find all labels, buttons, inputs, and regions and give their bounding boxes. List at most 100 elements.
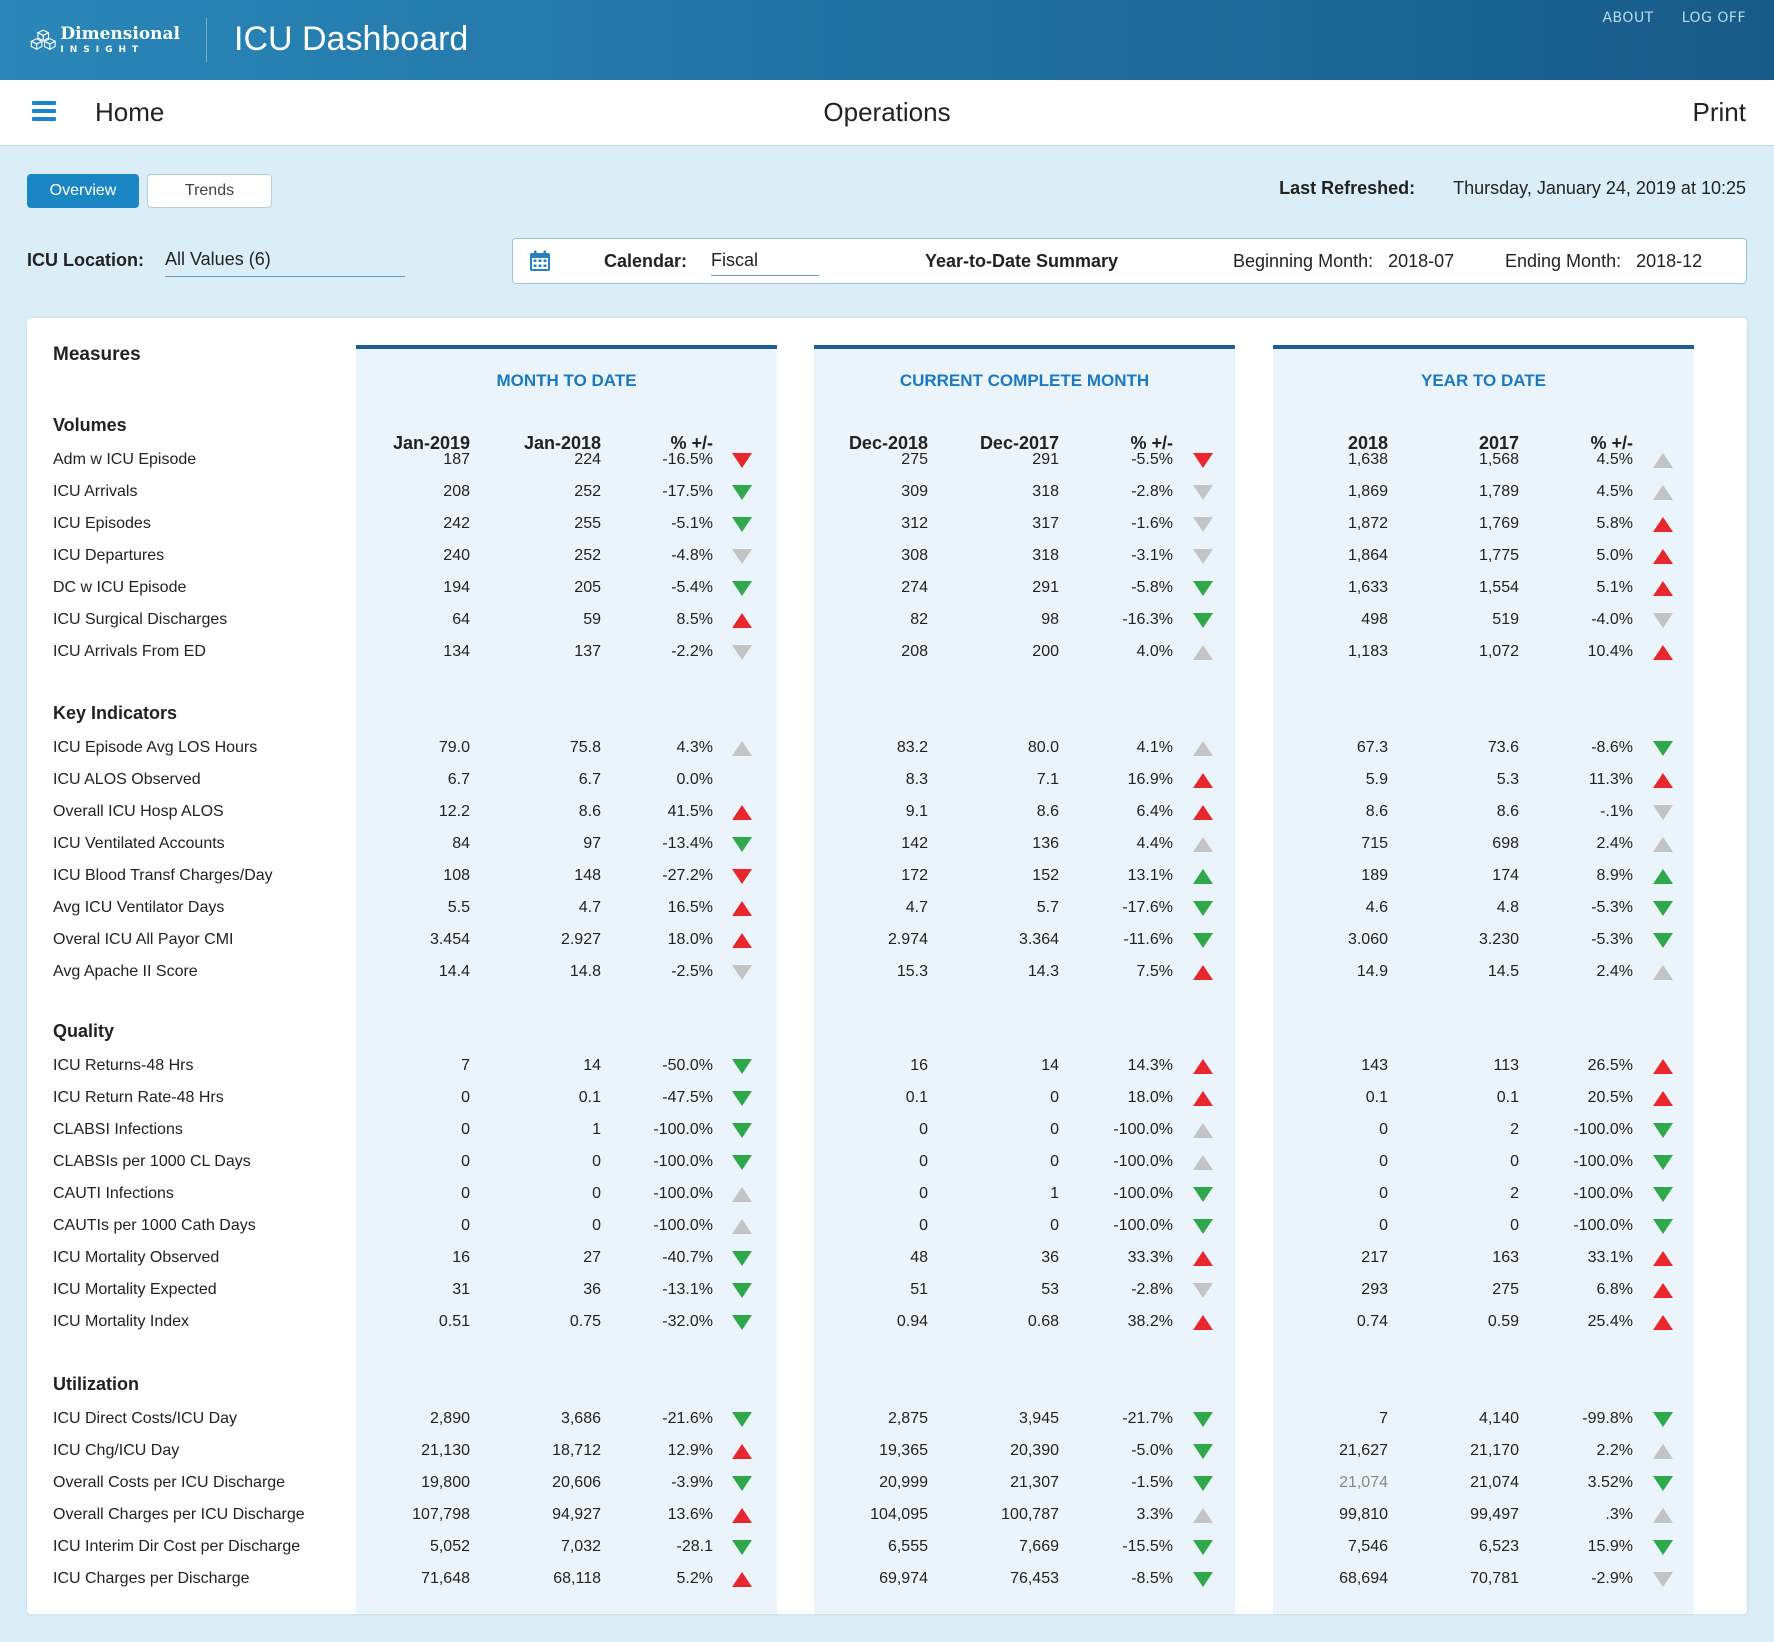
value-cell: 75.8: [569, 739, 601, 756]
measure-label[interactable]: ICU Arrivals: [53, 483, 138, 500]
value-cell: 84: [452, 835, 470, 852]
logoff-link[interactable]: LOG OFF: [1681, 10, 1746, 26]
value-cell: 1,638: [1347, 451, 1388, 468]
triangle-down-icon: [732, 1283, 752, 1298]
measure-label[interactable]: Adm w ICU Episode: [53, 451, 197, 468]
measure-label[interactable]: Avg ICU Ventilator Days: [53, 899, 225, 916]
menu-icon[interactable]: [32, 101, 56, 121]
measure-label[interactable]: Overal ICU All Payor CMI: [53, 931, 234, 948]
measure-label[interactable]: ICU Returns-48 Hrs: [53, 1057, 194, 1074]
triangle-up-icon: [1193, 837, 1213, 852]
triangle-down-icon: [1193, 1444, 1213, 1459]
print-button[interactable]: Print: [1692, 97, 1746, 127]
value-cell: 0: [919, 1153, 928, 1170]
percent-change-cell: 3.3%: [1136, 1506, 1173, 1523]
measure-label[interactable]: CAUTI Infections: [53, 1185, 174, 1202]
triangle-down-icon: [1193, 1187, 1213, 1202]
value-cell: 0.1: [905, 1089, 928, 1106]
measure-label[interactable]: ICU Mortality Observed: [53, 1249, 220, 1266]
triangle-up-icon: [1193, 1091, 1213, 1106]
tab-trends[interactable]: Trends: [147, 174, 272, 208]
percent-change-cell: 16.9%: [1127, 771, 1173, 788]
value-cell: 3.230: [1478, 931, 1519, 948]
percent-change-cell: -100.0%: [1113, 1217, 1173, 1234]
value-cell: 21,130: [421, 1442, 470, 1459]
measure-label[interactable]: CAUTIs per 1000 Cath Days: [53, 1217, 256, 1234]
measure-label[interactable]: Overall Charges per ICU Discharge: [53, 1506, 305, 1523]
measure-label[interactable]: Overall Costs per ICU Discharge: [53, 1474, 286, 1491]
measure-label[interactable]: ICU Surgical Discharges: [53, 611, 228, 628]
percent-change-cell: -16.3%: [1122, 611, 1173, 628]
value-cell: 0.1: [578, 1089, 601, 1106]
triangle-up-icon: [1193, 1315, 1213, 1330]
measure-label[interactable]: ICU Departures: [53, 547, 165, 564]
measure-label[interactable]: Avg Apache II Score: [53, 963, 198, 980]
percent-change-cell: -5.4%: [671, 579, 713, 596]
triangle-down-icon: [1193, 933, 1213, 948]
top-header-bar: Dimensional INSIGHT ICU Dashboard ABOUT …: [0, 0, 1774, 80]
percent-change-cell: 4.3%: [676, 739, 713, 756]
about-link[interactable]: ABOUT: [1602, 10, 1654, 26]
percent-change-cell: -100.0%: [653, 1217, 713, 1234]
calendar-icon[interactable]: [529, 250, 551, 272]
value-cell: 187: [443, 451, 470, 468]
value-cell: 189: [1361, 867, 1388, 884]
value-cell: 172: [901, 867, 928, 884]
triangle-down-icon: [732, 837, 752, 852]
column-header[interactable]: 2018: [1347, 433, 1388, 453]
column-header[interactable]: Jan-2019: [392, 433, 470, 453]
measure-label[interactable]: ICU Mortality Expected: [53, 1281, 217, 1298]
value-cell: 14.4: [438, 963, 470, 980]
measure-label[interactable]: ICU Chg/ICU Day: [53, 1442, 180, 1459]
value-cell: 21,627: [1339, 1442, 1388, 1459]
measure-label[interactable]: ICU Return Rate-48 Hrs: [53, 1089, 224, 1106]
percent-change-cell: -32.0%: [662, 1313, 713, 1330]
measure-label[interactable]: ICU Episodes: [53, 515, 151, 532]
home-link[interactable]: Home: [95, 97, 165, 127]
cube-logo-icon: [30, 29, 57, 51]
value-cell: 8.6: [1365, 803, 1388, 820]
percent-change-cell: -21.7%: [1122, 1410, 1173, 1427]
column-header[interactable]: Jan-2018: [523, 433, 601, 453]
value-cell: 0: [1379, 1153, 1388, 1170]
measure-label[interactable]: ICU Arrivals From ED: [53, 643, 206, 660]
measure-label[interactable]: ICU Direct Costs/ICU Day: [53, 1410, 238, 1427]
measure-label[interactable]: Overall ICU Hosp ALOS: [53, 803, 224, 820]
column-header[interactable]: Dec-2018: [848, 433, 928, 453]
measure-label[interactable]: ICU Ventilated Accounts: [53, 835, 225, 852]
measure-label[interactable]: ICU Mortality Index: [53, 1313, 190, 1330]
value-cell: 0: [1379, 1121, 1388, 1138]
value-cell: 252: [574, 483, 601, 500]
value-cell: 208: [901, 643, 928, 660]
triangle-down-icon: [732, 1412, 752, 1427]
measure-label[interactable]: DC w ICU Episode: [53, 579, 187, 596]
calendar-select[interactable]: Fiscal: [711, 250, 819, 276]
tab-overview[interactable]: Overview: [27, 174, 139, 208]
column-header[interactable]: % +/-: [1590, 433, 1633, 453]
value-cell: 70,781: [1470, 1570, 1519, 1587]
value-cell: 6.7: [447, 771, 470, 788]
column-header[interactable]: % +/-: [670, 433, 713, 453]
column-header[interactable]: 2017: [1478, 433, 1519, 453]
measure-label[interactable]: ICU Blood Transf Charges/Day: [53, 867, 273, 884]
percent-change-cell: 18.0%: [1127, 1089, 1173, 1106]
triangle-up-icon: [1653, 837, 1673, 852]
percent-change-cell: 3.52%: [1587, 1474, 1633, 1491]
measure-label[interactable]: CLABSIs per 1000 CL Days: [53, 1153, 251, 1170]
measure-label[interactable]: ICU Episode Avg LOS Hours: [53, 739, 258, 756]
company-logo[interactable]: Dimensional INSIGHT: [30, 22, 180, 58]
measure-label[interactable]: ICU Interim Dir Cost per Discharge: [53, 1538, 301, 1555]
beginning-month-value[interactable]: 2018-07: [1388, 251, 1455, 271]
column-header[interactable]: Dec-2017: [979, 433, 1059, 453]
measure-label[interactable]: CLABSI Infections: [53, 1121, 183, 1138]
logo-text-insight: INSIGHT: [60, 44, 145, 55]
measure-label[interactable]: ICU ALOS Observed: [53, 771, 201, 788]
icu-location-select[interactable]: All Values (6): [165, 249, 405, 277]
value-cell: 21,074: [1339, 1474, 1388, 1491]
measure-label[interactable]: ICU Charges per Discharge: [53, 1570, 250, 1587]
column-header[interactable]: % +/-: [1130, 433, 1173, 453]
percent-change-cell: -4.0%: [1591, 611, 1633, 628]
value-cell: 1,869: [1347, 483, 1388, 500]
value-cell: 0: [592, 1153, 601, 1170]
ending-month-value[interactable]: 2018-12: [1636, 251, 1703, 271]
